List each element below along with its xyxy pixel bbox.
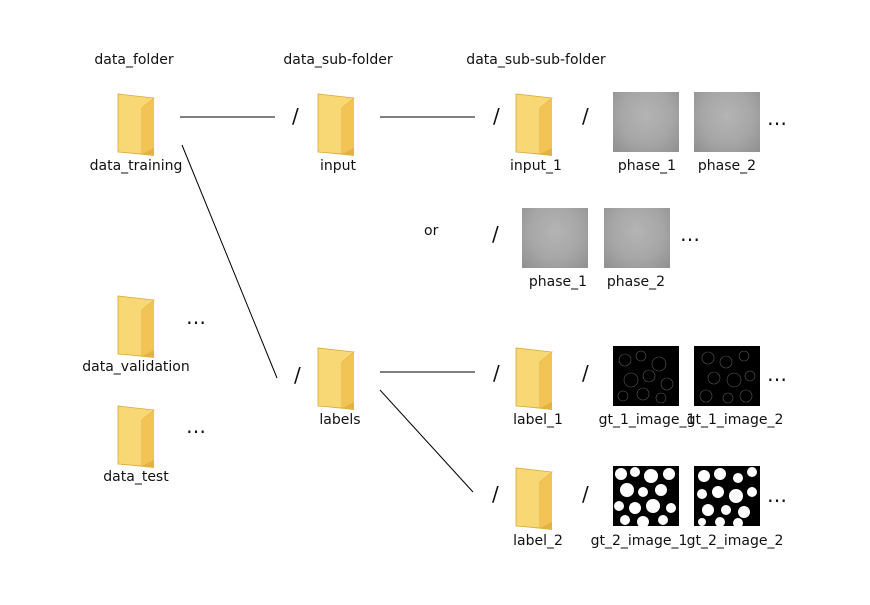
separator-slash: / xyxy=(292,104,299,128)
separator-slash: / xyxy=(493,104,500,128)
ground-truth-image-thumbnail[interactable] xyxy=(694,346,760,406)
image-label-gt-1-image-2: gt_1_image_2 xyxy=(686,412,784,428)
ellipsis-validation: … xyxy=(186,305,207,329)
folder-icon[interactable] xyxy=(114,90,158,156)
folder-label-label-2: label_2 xyxy=(513,533,563,549)
image-label-phase-2: phase_2 xyxy=(606,274,666,290)
separator-slash: / xyxy=(492,222,499,246)
ellipsis-label-2: … xyxy=(767,483,788,507)
folder-icon[interactable] xyxy=(512,464,556,530)
line-labels-to-label2 xyxy=(379,389,474,493)
phase-image-thumbnail[interactable] xyxy=(613,92,679,152)
phase-image-thumbnail[interactable] xyxy=(522,208,588,268)
ground-truth-image-thumbnail[interactable] xyxy=(613,466,679,526)
ground-truth-image-thumbnail[interactable] xyxy=(694,466,760,526)
image-label-phase-1: phase_1 xyxy=(617,158,677,174)
folder-icon[interactable] xyxy=(314,344,358,410)
line-training-to-labels xyxy=(181,144,278,379)
phase-image-thumbnail[interactable] xyxy=(604,208,670,268)
separator-slash: / xyxy=(493,361,500,385)
folder-label-input-1: input_1 xyxy=(510,158,562,174)
folder-icon[interactable] xyxy=(314,90,358,156)
folder-label-data-validation: data_validation xyxy=(82,359,190,375)
phase-image-thumbnail[interactable] xyxy=(694,92,760,152)
separator-slash: / xyxy=(294,363,301,387)
image-label-gt-2-image-1: gt_2_image_1 xyxy=(590,533,688,549)
folder-label-label-1: label_1 xyxy=(513,412,563,428)
folder-label-input: input xyxy=(319,158,357,174)
image-label-phase-2: phase_2 xyxy=(697,158,757,174)
ground-truth-image-thumbnail[interactable] xyxy=(613,346,679,406)
ellipsis-label-1: … xyxy=(767,362,788,386)
image-label-gt-1-image-1: gt_1_image_1 xyxy=(598,412,696,428)
separator-slash: / xyxy=(582,361,589,385)
separator-slash: / xyxy=(492,482,499,506)
header-data-sub-sub-folder: data_sub-sub-folder xyxy=(466,52,606,68)
folder-label-data-test: data_test xyxy=(103,469,169,485)
header-data-folder: data_folder xyxy=(94,52,174,68)
ellipsis-phase: … xyxy=(680,222,701,246)
image-label-phase-1: phase_1 xyxy=(528,274,588,290)
ellipsis-input-1: … xyxy=(767,106,788,130)
folder-label-labels: labels xyxy=(319,412,361,428)
or-label: or xyxy=(424,223,439,239)
folder-icon[interactable] xyxy=(512,344,556,410)
folder-icon[interactable] xyxy=(114,292,158,358)
ellipsis-test: … xyxy=(186,414,207,438)
folder-icon[interactable] xyxy=(114,402,158,468)
image-label-gt-2-image-2: gt_2_image_2 xyxy=(686,533,784,549)
header-data-sub-folder: data_sub-folder xyxy=(283,52,393,68)
folder-icon[interactable] xyxy=(512,90,556,156)
separator-slash: / xyxy=(582,104,589,128)
folder-label-data-training: data_training xyxy=(89,158,183,174)
separator-slash: / xyxy=(582,482,589,506)
